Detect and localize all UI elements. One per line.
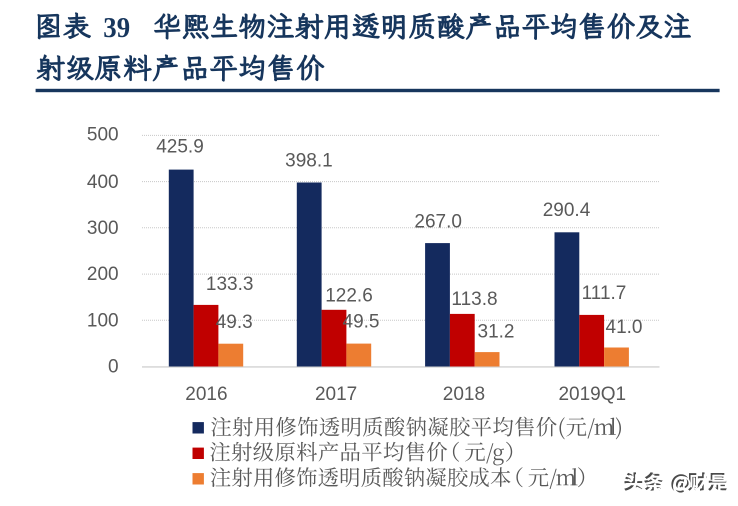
svg-text:100: 100 [87, 310, 119, 331]
svg-text:500: 500 [87, 125, 119, 146]
svg-text:200: 200 [87, 264, 119, 285]
svg-text:425.9: 425.9 [156, 136, 204, 157]
svg-text:49.5: 49.5 [343, 312, 380, 333]
svg-text:31.2: 31.2 [478, 322, 515, 343]
svg-text:267.0: 267.0 [414, 211, 462, 232]
svg-text:122.6: 122.6 [325, 285, 373, 306]
svg-text:300: 300 [87, 218, 119, 239]
svg-text:2018: 2018 [443, 384, 485, 405]
svg-text:2019Q1: 2019Q1 [558, 384, 626, 405]
svg-text:113.8: 113.8 [451, 289, 497, 310]
svg-text:0: 0 [108, 356, 119, 377]
svg-text:41.0: 41.0 [606, 317, 643, 338]
svg-text:133.3: 133.3 [206, 274, 254, 295]
svg-text:290.4: 290.4 [543, 200, 591, 221]
svg-text:49.3: 49.3 [216, 312, 253, 333]
svg-text:2016: 2016 [185, 384, 227, 405]
svg-text:398.1: 398.1 [285, 150, 333, 171]
svg-text:111.7: 111.7 [582, 283, 627, 304]
svg-text:400: 400 [87, 172, 119, 193]
svg-text:39: 39 [103, 12, 130, 44]
svg-text:2017: 2017 [315, 384, 357, 405]
